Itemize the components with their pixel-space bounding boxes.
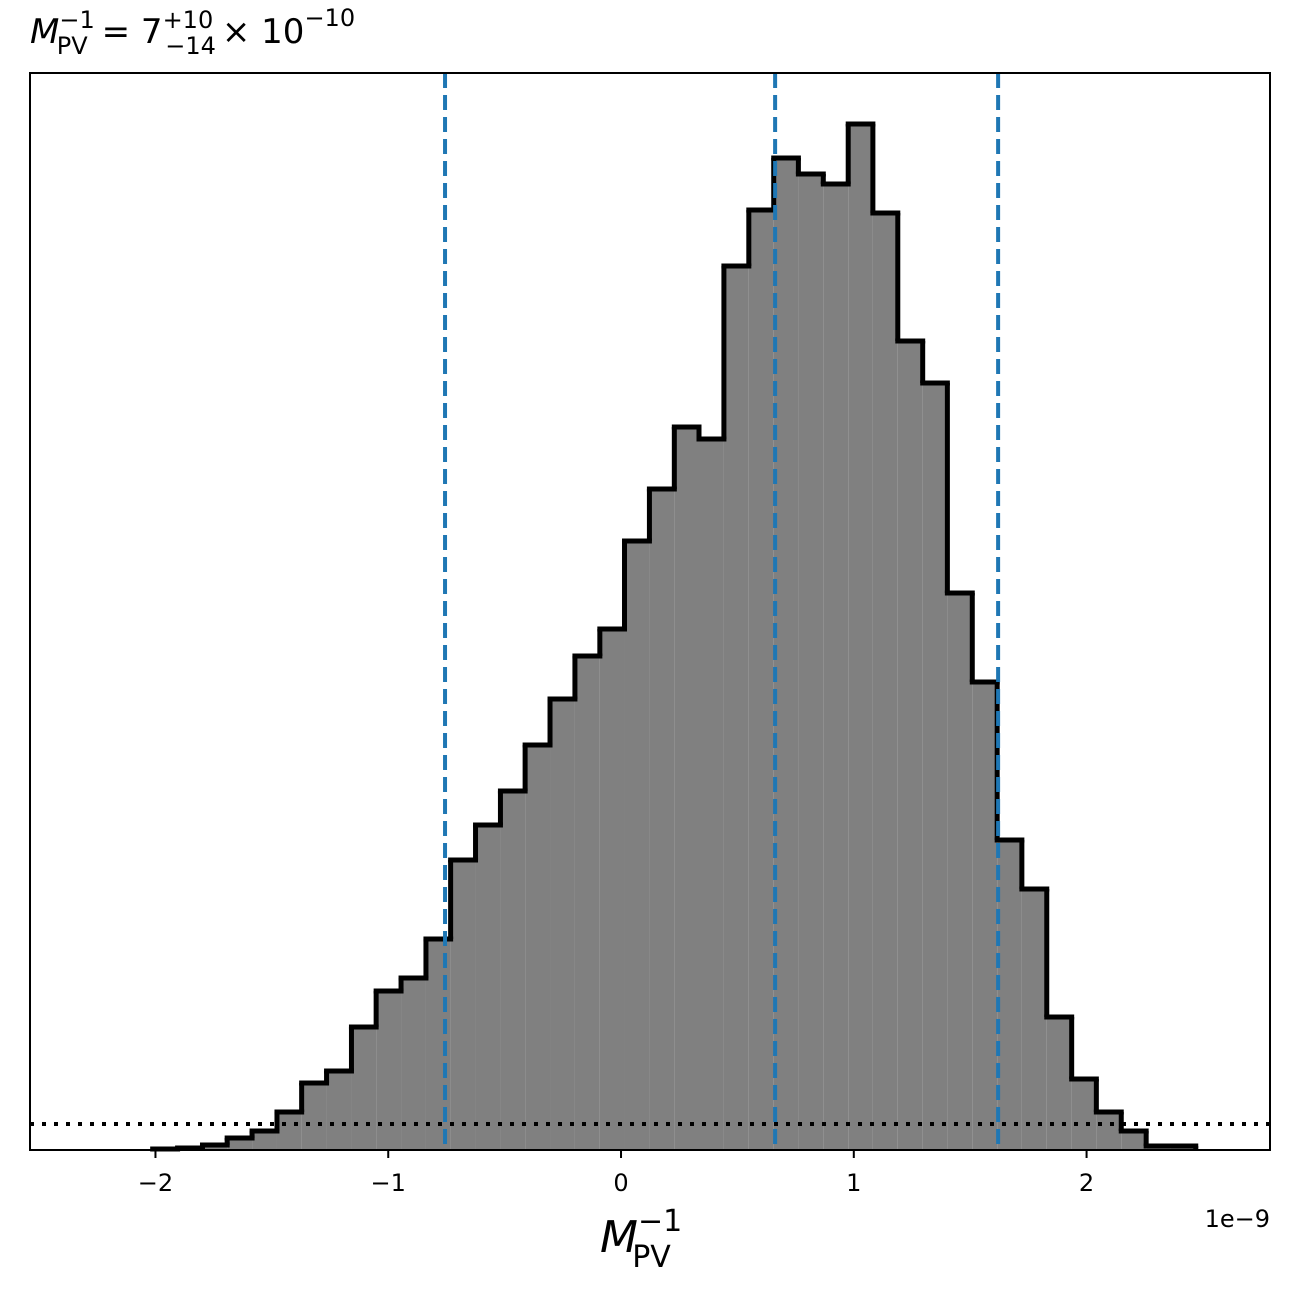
- histogram-bar: [351, 1027, 377, 1150]
- histogram-bar: [773, 158, 799, 1150]
- histogram-bar: [227, 1138, 253, 1150]
- histogram-bar: [798, 174, 824, 1150]
- x-tick-label: 0: [613, 1169, 628, 1197]
- histogram-bar: [276, 1112, 302, 1150]
- histogram-bar: [947, 593, 973, 1150]
- histogram-bar: [301, 1083, 327, 1150]
- histogram-bar: [848, 124, 873, 1150]
- histogram-bar: [649, 489, 675, 1150]
- x-tick-label: −1: [371, 1169, 406, 1197]
- histogram-bar: [1096, 1112, 1122, 1150]
- histogram-bar: [252, 1131, 277, 1150]
- histogram-bar: [1021, 889, 1047, 1150]
- histogram-bar: [525, 745, 551, 1150]
- histogram-bar: [674, 427, 699, 1150]
- histogram-bar: [574, 656, 600, 1150]
- histogram-bar: [326, 1071, 352, 1150]
- histogram-bar: [897, 341, 923, 1150]
- histogram-bar: [624, 541, 650, 1150]
- x-offset-label: 1e−9: [1205, 1205, 1270, 1233]
- histogram-bar: [922, 383, 948, 1150]
- histogram-bar: [599, 629, 625, 1150]
- plot-frame: [29, 72, 1271, 1151]
- histogram-bar: [500, 791, 526, 1150]
- histogram-bar: [823, 184, 849, 1150]
- x-tick-label: −2: [138, 1169, 173, 1197]
- histogram-bar: [972, 682, 998, 1150]
- histogram-bar: [1046, 1017, 1072, 1150]
- x-tick-label: 1: [846, 1169, 861, 1197]
- histogram-bar: [475, 825, 501, 1150]
- x-axis-label: M−1 PV: [600, 1204, 682, 1275]
- histogram-bar: [550, 699, 575, 1150]
- x-tick-label: 2: [1079, 1169, 1094, 1197]
- histogram-bar: [698, 439, 724, 1150]
- histogram-bar: [872, 213, 898, 1150]
- histogram-bar: [997, 840, 1022, 1150]
- histogram-bar: [450, 860, 476, 1150]
- histogram-bar: [376, 991, 402, 1150]
- histogram-bar: [401, 978, 426, 1150]
- histogram-bar: [1121, 1131, 1147, 1150]
- chart-title: M−1 PV = 7+10 −14 × 10−10: [30, 4, 355, 60]
- histogram-bar: [1071, 1079, 1097, 1150]
- histogram-bar: [723, 266, 749, 1150]
- histogram-bar: [748, 210, 774, 1150]
